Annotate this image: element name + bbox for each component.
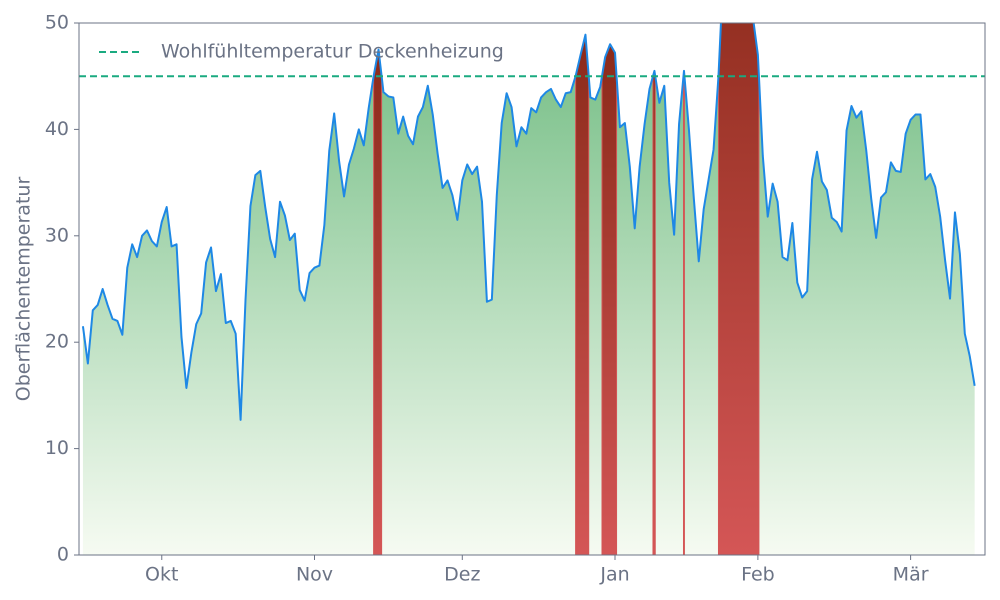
above-threshold-area (717, 23, 760, 555)
line (81, 23, 976, 421)
x-tick-label: Okt (145, 564, 178, 586)
area-fill (82, 23, 975, 555)
y-tick-label: 10 (45, 437, 69, 459)
x-tick-label: Feb (741, 564, 775, 586)
plot-area (79, 23, 985, 555)
above-threshold-area (575, 34, 590, 555)
axes: 0 10 20 30 40 50 Okt Nov Dez Jan Feb Mär Wohlfühltem… (45, 12, 929, 586)
y-tick-label: 0 (57, 544, 69, 566)
x-tick-label: Dez (444, 564, 480, 586)
above-threshold-area (652, 70, 656, 555)
x-tick-label: Nov (296, 564, 333, 586)
x-tick-label: Mär (893, 564, 929, 586)
y-tick-label: 50 (45, 12, 69, 34)
y-axis-label: Oberflächentemperatur (13, 177, 35, 402)
plot-frame (78, 22, 986, 556)
y-tick-label: 40 (45, 118, 69, 140)
legend-label: Wohlfühltemperatur Deckenheizung (161, 41, 504, 63)
y-tick-label: 20 (45, 331, 69, 353)
above-threshold-area (373, 49, 383, 555)
y-tick-label: 30 (45, 224, 69, 246)
x-tick-label: Jan (599, 564, 629, 586)
above-threshold-area (601, 43, 618, 555)
above-threshold-area (682, 70, 685, 555)
